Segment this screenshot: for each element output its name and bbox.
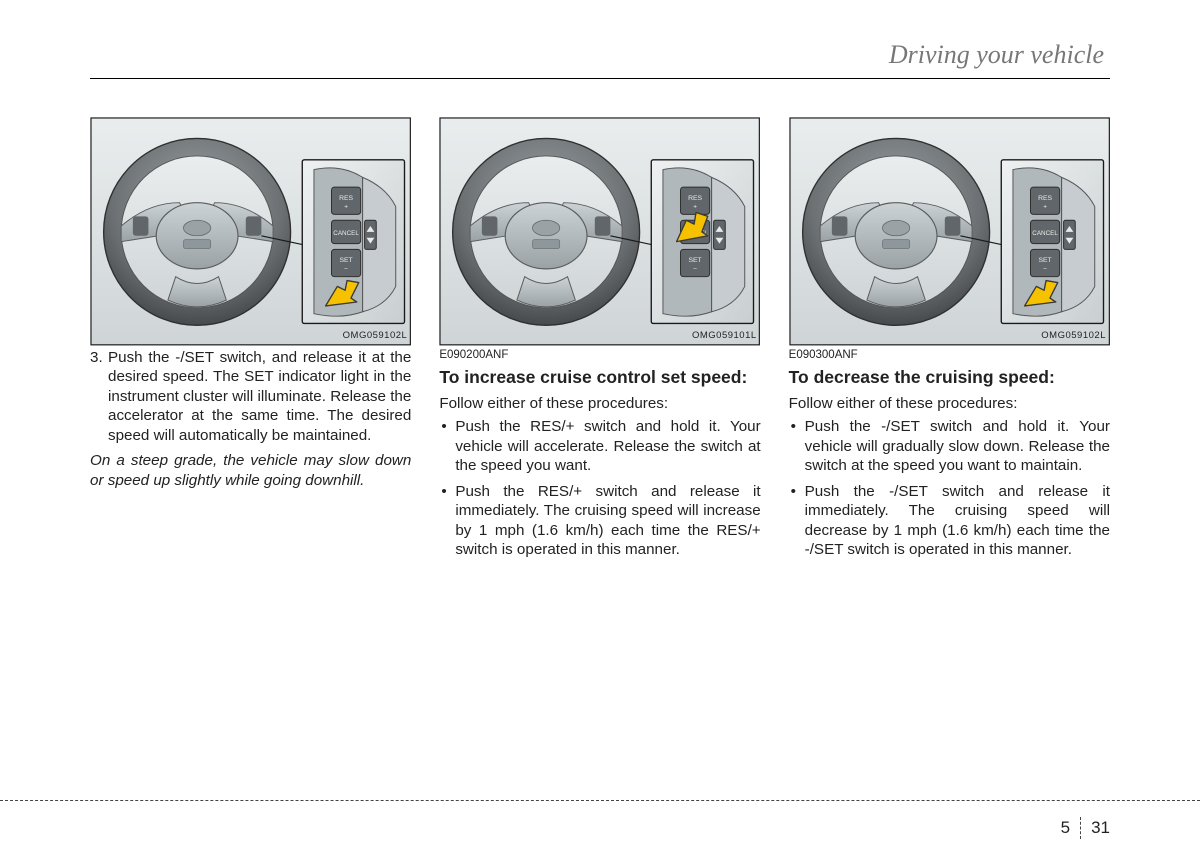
col2-bullet-1: Push the RES/+ switch and hold it. Your … bbox=[439, 417, 760, 475]
col3-intro: Follow either of these procedures: bbox=[789, 394, 1110, 413]
svg-text:SET: SET bbox=[1038, 257, 1051, 264]
figure-2-id: OMG059101L bbox=[439, 330, 760, 342]
page-header-title: Driving your vehicle bbox=[889, 40, 1110, 69]
col3-section-code: E090300ANF bbox=[789, 348, 1110, 363]
col3-heading: To decrease the cruising speed: bbox=[789, 367, 1110, 388]
svg-text:SET: SET bbox=[339, 257, 352, 264]
footer-rule bbox=[0, 800, 1200, 801]
page-header: Driving your vehicle bbox=[90, 40, 1110, 79]
svg-text:+: + bbox=[344, 204, 348, 211]
page-number: 5 31 bbox=[1061, 817, 1110, 839]
svg-text:+: + bbox=[1043, 204, 1047, 211]
figure-1-id: OMG059102L bbox=[90, 330, 411, 342]
svg-text:RES: RES bbox=[1038, 195, 1052, 202]
col2-section-code: E090200ANF bbox=[439, 348, 760, 363]
col2-bullet-2: Push the RES/+ switch and release it imm… bbox=[439, 482, 760, 560]
page-number-divider bbox=[1080, 817, 1081, 839]
col1-numbered-list: 3. Push the -/SET switch, and release it… bbox=[90, 348, 411, 445]
figure-1: RES + CANCEL SET − bbox=[90, 117, 411, 346]
svg-text:+: + bbox=[693, 204, 697, 211]
svg-text:RES: RES bbox=[339, 195, 353, 202]
col3-bullets: Push the -/SET switch and hold it. Your … bbox=[789, 417, 1110, 559]
svg-text:−: − bbox=[1043, 266, 1047, 273]
svg-text:−: − bbox=[344, 266, 348, 273]
list-item-text: Push the -/SET switch, and release it at… bbox=[108, 349, 411, 444]
col2-heading: To increase cruise control set speed: bbox=[439, 367, 760, 388]
column-2: RES + CANCEL SET − bbox=[439, 117, 760, 566]
page-index: 31 bbox=[1091, 818, 1110, 838]
column-3: RES + CANCEL SET − bbox=[789, 117, 1110, 566]
col2-intro: Follow either of these procedures: bbox=[439, 394, 760, 413]
figure-2: RES + CANCEL SET − bbox=[439, 117, 760, 346]
svg-text:RES: RES bbox=[688, 195, 702, 202]
svg-text:CANCEL: CANCEL bbox=[333, 230, 359, 237]
col3-bullet-2: Push the -/SET switch and release it imm… bbox=[789, 482, 1110, 560]
col2-bullets: Push the RES/+ switch and hold it. Your … bbox=[439, 417, 760, 559]
list-item-number: 3. bbox=[90, 348, 103, 367]
col1-italic-note: On a steep grade, the vehicle may slow d… bbox=[90, 451, 411, 490]
column-1: RES + CANCEL SET − bbox=[90, 117, 411, 566]
svg-text:−: − bbox=[693, 266, 697, 273]
content-columns: RES + CANCEL SET − bbox=[90, 117, 1110, 566]
svg-text:CANCEL: CANCEL bbox=[1032, 230, 1058, 237]
figure-3-id: OMG059102L bbox=[789, 330, 1110, 342]
col3-bullet-1: Push the -/SET switch and hold it. Your … bbox=[789, 417, 1110, 475]
list-item-3: 3. Push the -/SET switch, and release it… bbox=[90, 348, 411, 445]
svg-text:SET: SET bbox=[689, 257, 702, 264]
figure-3: RES + CANCEL SET − bbox=[789, 117, 1110, 346]
chapter-number: 5 bbox=[1061, 818, 1070, 838]
